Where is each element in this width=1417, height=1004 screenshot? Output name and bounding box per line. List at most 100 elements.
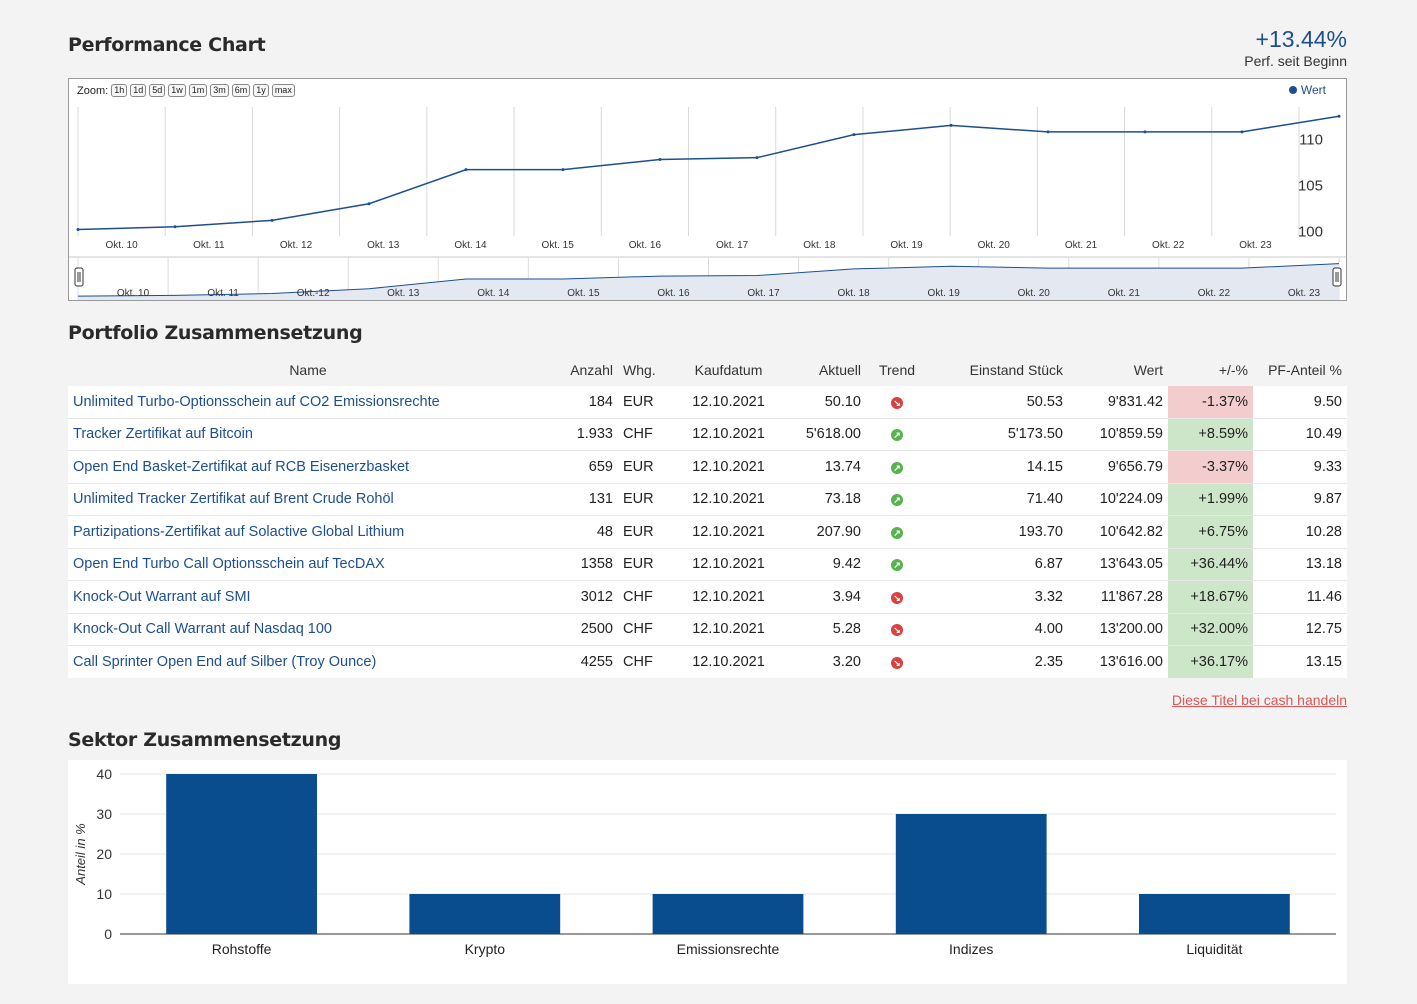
data-point bbox=[755, 156, 759, 160]
category-label: Indizes bbox=[949, 941, 993, 957]
col-header-change[interactable]: +/-% bbox=[1218, 362, 1248, 378]
navigator-right-handle[interactable] bbox=[1332, 267, 1342, 287]
cell-name: Tracker Zertifikat auf Bitcoin bbox=[68, 417, 548, 451]
cell-whg: EUR bbox=[618, 515, 676, 548]
trend-down-icon: ↘ bbox=[891, 656, 903, 669]
cell-anteil: 10.28 bbox=[1253, 515, 1347, 548]
bar[interactable] bbox=[166, 774, 317, 934]
cell-change: +32.00% bbox=[1168, 612, 1253, 646]
instrument-link[interactable]: Knock-Out Call Warrant auf Nasdaq 100 bbox=[73, 621, 332, 638]
zoom-5d-button[interactable]: 5d bbox=[149, 84, 166, 97]
data-point bbox=[270, 218, 274, 222]
col-header-einstand[interactable]: Einstand Stück bbox=[969, 362, 1063, 378]
instrument-link[interactable]: Unlimited Turbo-Optionsschein auf CO2 Em… bbox=[73, 393, 440, 410]
instrument-link[interactable]: Open End Turbo Call Optionsschein auf Te… bbox=[73, 556, 385, 573]
bar[interactable] bbox=[409, 894, 561, 934]
cell-einstand: 50.53 bbox=[928, 386, 1068, 418]
cell-einstand: 5'173.50 bbox=[928, 417, 1068, 451]
bar[interactable] bbox=[1139, 894, 1290, 934]
zoom-1d-button[interactable]: 1d bbox=[130, 84, 147, 97]
cell-einstand: 71.40 bbox=[928, 482, 1068, 516]
cell-change: +8.59% bbox=[1168, 417, 1253, 451]
cell-anteil: 10.49 bbox=[1253, 417, 1347, 451]
table-row: Unlimited Turbo-Optionsschein auf CO2 Em… bbox=[68, 386, 1347, 418]
data-point bbox=[1046, 130, 1050, 134]
cell-change: -3.37% bbox=[1168, 450, 1253, 483]
x-tick-label: Okt. 19 bbox=[890, 240, 923, 251]
performance-chart-svg: 100 105 110 Okt. 10 Okt. 11 Okt. 12 Okt. 13 Okt… bbox=[69, 107, 1346, 300]
cell-wert: 13'616.00 bbox=[1068, 645, 1168, 678]
cell-name: Unlimited Turbo-Optionsschein auf CO2 Em… bbox=[68, 386, 548, 418]
cell-whg: CHF bbox=[618, 612, 676, 646]
cell-name: Open End Turbo Call Optionsschein auf Te… bbox=[68, 547, 548, 581]
navigator-date-label: Okt. 14 bbox=[477, 288, 510, 299]
zoom-max-button[interactable]: max bbox=[271, 84, 295, 97]
navigator-date-label: Okt. 17 bbox=[747, 288, 780, 299]
cell-aktuell: 13.74 bbox=[781, 450, 866, 483]
instrument-link[interactable]: Tracker Zertifikat auf Bitcoin bbox=[73, 426, 253, 443]
zoom-bar: Zoom: 1h 1d 5d 1w 1m 3m 6m 1y max bbox=[77, 84, 295, 97]
cash-trade-link[interactable]: Diese Titel bei cash handeln bbox=[1171, 692, 1347, 708]
y-axis-label: Anteil in % bbox=[73, 823, 88, 885]
col-header-anzahl[interactable]: Anzahl bbox=[570, 362, 613, 378]
col-header-whg[interactable]: Whg. bbox=[623, 362, 656, 378]
cell-whg: CHF bbox=[618, 417, 676, 451]
trend-up-icon: ↗ bbox=[891, 526, 903, 539]
col-header-wert[interactable]: Wert bbox=[1133, 362, 1163, 378]
cell-trend: ↘ bbox=[866, 645, 928, 678]
table-row: Partizipations-Zertifikat auf Solactive … bbox=[68, 515, 1347, 548]
cell-anteil: 9.50 bbox=[1253, 386, 1347, 418]
cell-einstand: 2.35 bbox=[928, 645, 1068, 678]
data-point bbox=[1143, 130, 1147, 134]
instrument-link[interactable]: Unlimited Tracker Zertifikat auf Brent C… bbox=[73, 491, 394, 508]
zoom-1y-button[interactable]: 1y bbox=[253, 84, 269, 97]
cell-name: Knock-Out Call Warrant auf Nasdaq 100 bbox=[68, 612, 548, 646]
cell-trend: ↗ bbox=[866, 450, 928, 483]
bar[interactable] bbox=[895, 814, 1047, 934]
navigator-left-handle[interactable] bbox=[74, 267, 84, 287]
chart-legend[interactable]: Wert bbox=[1288, 83, 1326, 97]
instrument-link[interactable]: Call Sprinter Open End auf Silber (Troy … bbox=[73, 653, 377, 670]
cell-anzahl: 1358 bbox=[548, 547, 618, 581]
zoom-1w-button[interactable]: 1w bbox=[168, 84, 186, 97]
instrument-link[interactable]: Partizipations-Zertifikat auf Solactive … bbox=[73, 523, 405, 540]
x-tick-label: Okt. 13 bbox=[367, 240, 400, 251]
col-header-kaufdatum[interactable]: Kaufdatum bbox=[694, 362, 763, 378]
x-tick-label: Okt. 21 bbox=[1065, 240, 1098, 251]
col-header-trend[interactable]: Trend bbox=[878, 362, 916, 378]
performance-chart: Zoom: 1h 1d 5d 1w 1m 3m 6m 1y max Wert 1… bbox=[68, 78, 1347, 301]
instrument-link[interactable]: Knock-Out Warrant auf SMI bbox=[73, 588, 251, 605]
data-point bbox=[658, 158, 662, 162]
trend-down-icon: ↘ bbox=[891, 591, 903, 604]
col-header-aktuell[interactable]: Aktuell bbox=[818, 362, 861, 378]
zoom-1h-button[interactable]: 1h bbox=[111, 84, 128, 97]
col-header-name[interactable]: Name bbox=[289, 362, 327, 378]
cell-einstand: 14.15 bbox=[928, 450, 1068, 483]
zoom-6m-button[interactable]: 6m bbox=[231, 84, 251, 97]
data-point bbox=[852, 133, 856, 137]
cell-anzahl: 184 bbox=[548, 386, 618, 418]
cell-kaufdatum: 12.10.2021 bbox=[676, 515, 781, 548]
cell-trend: ↗ bbox=[866, 515, 928, 548]
cell-whg: EUR bbox=[618, 547, 676, 581]
cell-anzahl: 1.933 bbox=[548, 417, 618, 451]
y-tick-label: 110 bbox=[1299, 131, 1323, 148]
zoom-3m-button[interactable]: 3m bbox=[210, 84, 229, 97]
bar[interactable] bbox=[652, 894, 804, 934]
cell-kaufdatum: 12.10.2021 bbox=[676, 547, 781, 581]
cell-anzahl: 2500 bbox=[548, 612, 618, 646]
trend-up-icon: ↗ bbox=[891, 559, 903, 572]
cell-kaufdatum: 12.10.2021 bbox=[676, 386, 781, 418]
x-tick-label: Okt. 22 bbox=[1152, 240, 1185, 251]
cell-anteil: 11.46 bbox=[1253, 580, 1347, 613]
cell-change: +36.17% bbox=[1168, 645, 1253, 678]
table-row: Open End Turbo Call Optionsschein auf Te… bbox=[68, 547, 1347, 581]
col-header-anteil[interactable]: PF-Anteil % bbox=[1268, 362, 1342, 378]
trend-down-icon: ↘ bbox=[891, 624, 903, 637]
navigator-line bbox=[77, 263, 1340, 297]
category-label: Liquidität bbox=[1186, 941, 1242, 957]
sector-title: Sektor Zusammensetzung bbox=[68, 729, 342, 751]
instrument-link[interactable]: Open End Basket-Zertifikat auf RCB Eisen… bbox=[73, 458, 410, 475]
zoom-1m-button[interactable]: 1m bbox=[188, 84, 208, 97]
cell-aktuell: 5.28 bbox=[781, 612, 866, 646]
